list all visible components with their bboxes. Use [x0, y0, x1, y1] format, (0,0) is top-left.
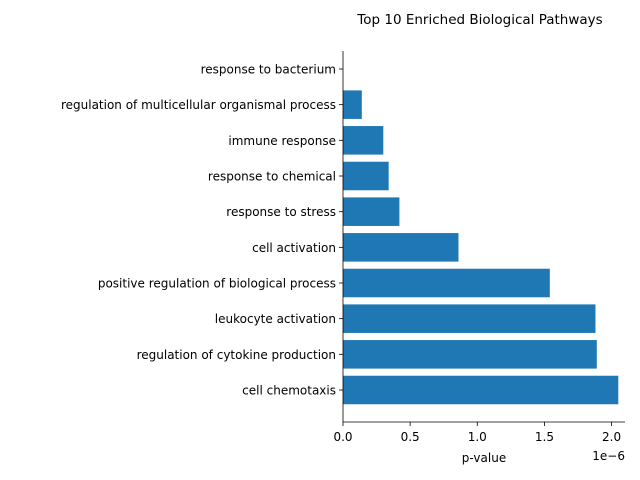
y-tick-label: regulation of cytokine production [137, 348, 336, 362]
x-tick-label: 0.5 [401, 430, 420, 444]
x-tick-label: 0.0 [333, 430, 352, 444]
y-tick-label: cell chemotaxis [242, 384, 336, 398]
bar [343, 161, 389, 191]
bars-layer [343, 90, 619, 405]
x-ticks-layer: 0.0 0.5 1.0 1.5 2.0 [333, 422, 621, 444]
y-tick-label: regulation of multicellular organismal p… [61, 98, 336, 112]
y-ticks-layer: response to bacterium regulation of multi… [61, 63, 343, 398]
x-tick-label: 2.0 [602, 430, 621, 444]
bar [343, 340, 597, 369]
x-tick-label: 1.0 [468, 430, 487, 444]
bar [343, 304, 596, 333]
chart-title: Top 10 Enriched Biological Pathways [356, 12, 602, 28]
y-tick-label: response to stress [226, 205, 336, 219]
y-tick-label: cell activation [252, 241, 336, 255]
y-tick-label: leukocyte activation [215, 312, 336, 326]
bar [343, 233, 459, 262]
x-axis-scale-label: 1e−6 [592, 449, 625, 463]
y-tick-label: response to bacterium [201, 63, 336, 77]
y-tick-label: response to chemical [208, 170, 336, 184]
bar [343, 90, 362, 119]
axes-layer [342, 51, 625, 423]
y-tick-label: immune response [228, 134, 336, 148]
bar [343, 126, 384, 155]
y-tick-label: positive regulation of biological proces… [98, 277, 336, 291]
bar [343, 375, 619, 405]
bar [343, 268, 550, 298]
x-axis-label: p-value [462, 451, 506, 465]
bar [343, 197, 400, 226]
x-tick-label: 1.5 [535, 430, 554, 444]
